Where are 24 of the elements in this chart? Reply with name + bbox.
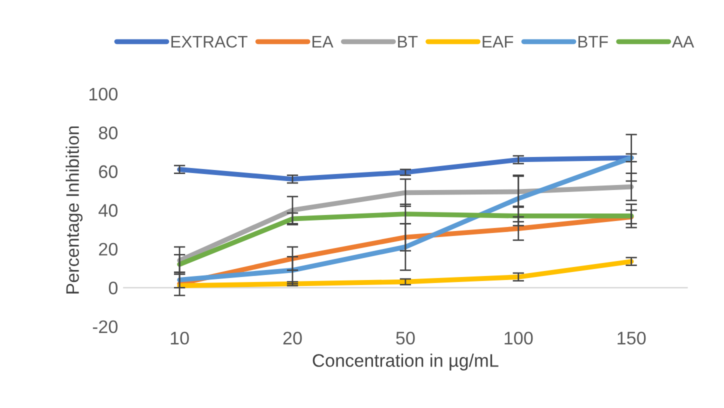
- x-tick-label: 150: [618, 332, 646, 345]
- y-tick-label: 100: [89, 88, 118, 101]
- legend-label: EAF: [482, 36, 514, 48]
- legend-label: EXTRACT: [171, 36, 248, 48]
- x-tick-label: 100: [504, 332, 533, 345]
- line-series: [177, 155, 634, 282]
- line-series: [177, 212, 634, 267]
- line-series: [177, 184, 634, 263]
- x-tick-label: 50: [396, 332, 415, 345]
- y-tick-label: 60: [99, 165, 118, 178]
- y-tick-label: 80: [98, 126, 118, 140]
- y-tick-label: 0: [108, 282, 118, 294]
- y-tick-label: 20: [99, 242, 118, 256]
- legend-label: BTF: [578, 36, 608, 48]
- x-tick-label: 10: [170, 332, 189, 345]
- y-tick-label: -20: [92, 320, 118, 334]
- x-axis-title: Concentration in µg/mL: [312, 354, 498, 370]
- y-tick-label: 40: [98, 204, 118, 217]
- legend-label: AA: [672, 36, 694, 48]
- y-axis-title: Percentage Inhibition: [66, 126, 83, 294]
- legend-label: BT: [398, 36, 418, 48]
- legend-label: EA: [312, 36, 334, 48]
- line-series: [177, 259, 634, 288]
- x-tick-label: 20: [283, 332, 302, 345]
